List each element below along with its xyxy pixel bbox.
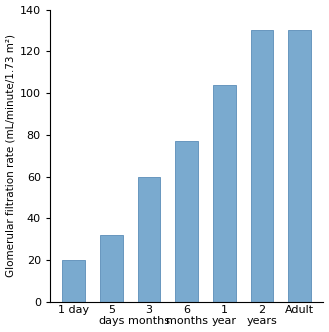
Bar [251, 31, 273, 302]
Bar [213, 85, 236, 302]
Bar [175, 141, 198, 302]
Bar [62, 260, 85, 302]
Bar [289, 31, 311, 302]
Bar [138, 177, 160, 302]
Bar [100, 235, 123, 302]
Y-axis label: Glomerular filtration rate (mL/minute/1.73 m²): Glomerular filtration rate (mL/minute/1.… [6, 34, 15, 277]
